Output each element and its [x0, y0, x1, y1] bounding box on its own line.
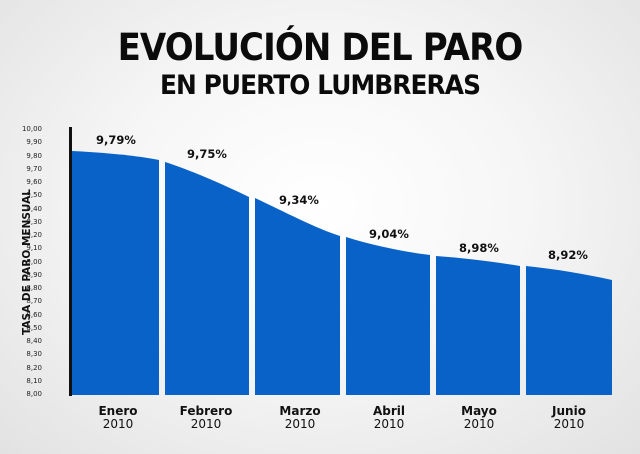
year-label: 2010 — [102, 417, 134, 431]
y-tick-label: 9,60 — [26, 178, 42, 186]
y-tick-label: 9,30 — [26, 217, 42, 226]
y-tick-label: 8,80 — [26, 284, 42, 292]
x-category-febrero: Febrero 2010 — [180, 405, 233, 431]
y-tick-label: 8,40 — [26, 337, 42, 345]
bar-marzo — [255, 198, 340, 395]
value-label-febrero: 9,75% — [187, 147, 227, 161]
chart-subtitle: EN PUERTO LUMBRERAS — [159, 70, 481, 101]
y-tick-label: 9,40 — [26, 204, 42, 213]
x-category-marzo: Marzo 2010 — [279, 405, 320, 431]
x-category-enero: Enero 2010 — [98, 405, 137, 431]
year-label: 2010 — [553, 417, 585, 431]
x-category-mayo: Mayo 2010 — [461, 405, 497, 431]
year-label: 2010 — [284, 417, 316, 431]
y-tick-label: 9,00 — [26, 257, 42, 266]
y-tick-label: 8,00 — [26, 390, 42, 398]
y-tick-label: 8,60 — [26, 310, 42, 319]
y-tick-label: 9,90 — [26, 138, 42, 147]
year-label: 2010 — [373, 417, 405, 431]
month-label: Marzo — [279, 404, 321, 418]
value-label-marzo: 9,34% — [279, 193, 319, 207]
y-tick-label: 8,70 — [26, 297, 42, 306]
y-tick-label: 8,20 — [26, 363, 42, 372]
bar-febrero — [165, 162, 249, 395]
y-tick-label: 9,50 — [26, 191, 42, 200]
value-label-abril: 9,04% — [369, 227, 409, 241]
chart-title: EVOLUCIÓN DEL PARO — [117, 26, 524, 69]
bar-enero — [72, 151, 159, 395]
y-tick-label: 8,10 — [26, 376, 42, 385]
value-label-enero: 9,79% — [96, 133, 136, 147]
bar-junio — [526, 266, 612, 395]
y-tick-label: 9,70 — [26, 164, 42, 173]
y-tick-label: 10,00 — [21, 125, 42, 133]
value-label-junio: 8,92% — [548, 248, 588, 262]
bar-abril — [346, 237, 430, 395]
month-label: Junio — [552, 404, 586, 418]
y-tick-label: 8,50 — [26, 323, 42, 332]
y-tick-label: 8,30 — [26, 350, 42, 359]
value-label-mayo: 8,98% — [459, 241, 499, 255]
y-axis-line — [69, 127, 72, 396]
month-label: Enero — [98, 404, 138, 418]
month-label: Abril — [372, 404, 406, 418]
y-tick-label: 8,90 — [26, 270, 42, 279]
x-category-abril: Abril 2010 — [373, 405, 405, 431]
y-tick-label: 9,20 — [26, 231, 42, 239]
y-tick-label: 9,80 — [26, 151, 42, 160]
year-label: 2010 — [463, 417, 495, 431]
y-tick-label: 9,10 — [26, 244, 42, 253]
year-label: 2010 — [190, 417, 222, 431]
month-label: Febrero — [179, 404, 233, 418]
x-category-junio: Junio 2010 — [552, 405, 586, 431]
month-label: Mayo — [461, 404, 497, 418]
bar-mayo — [436, 256, 520, 395]
